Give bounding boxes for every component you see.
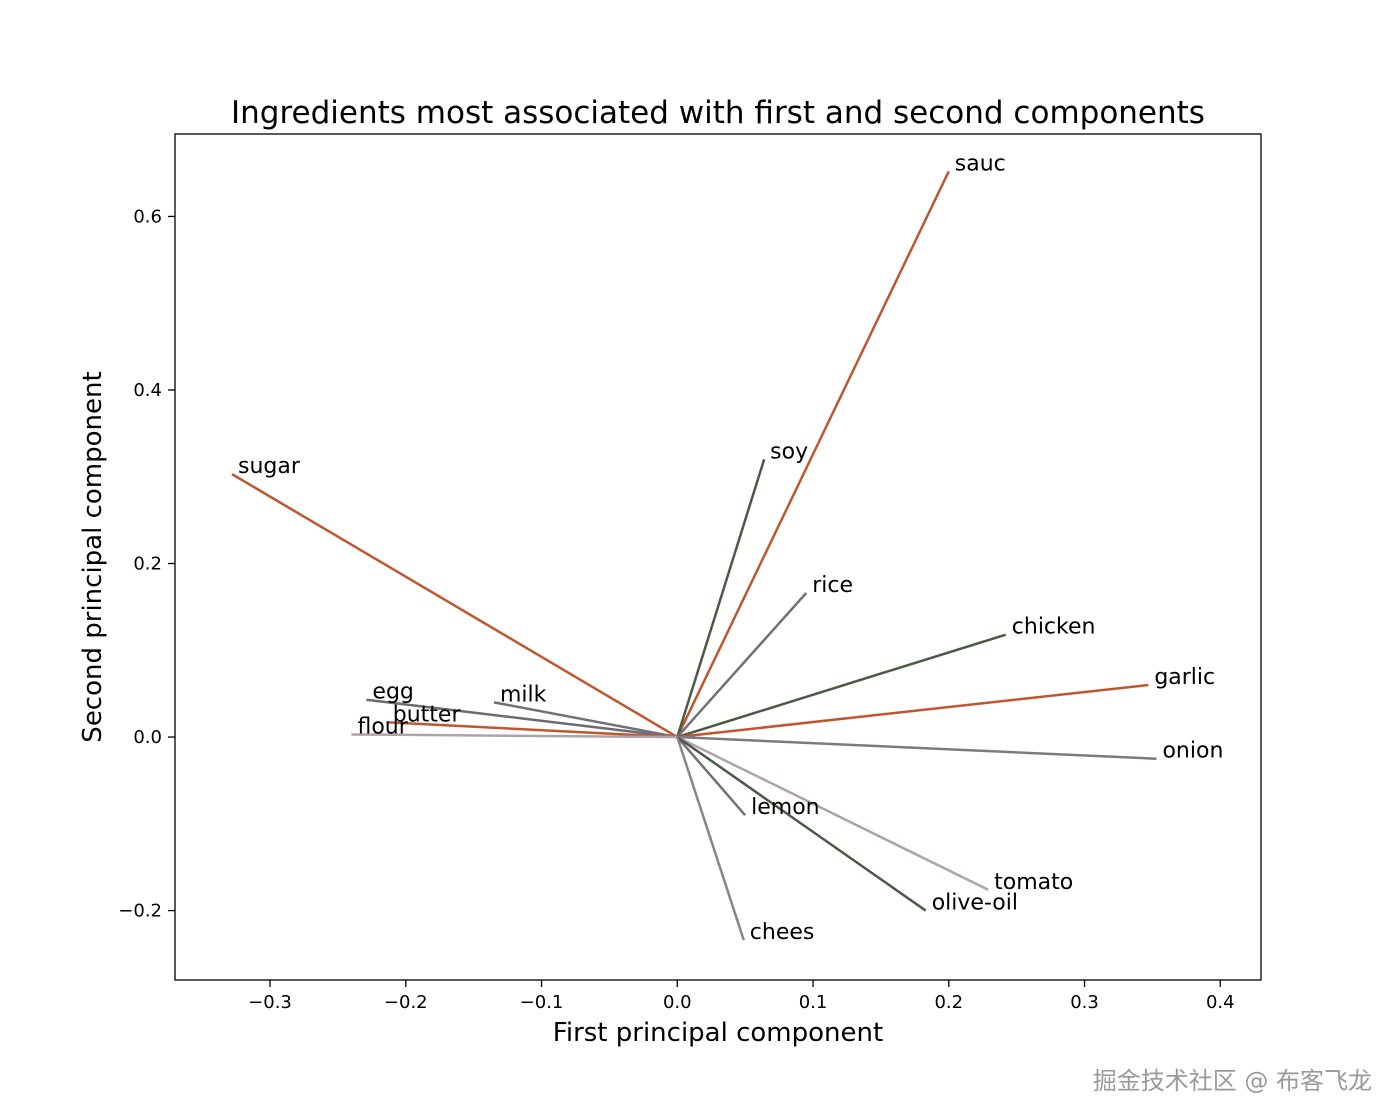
chart-title: Ingredients most associated with first a… bbox=[231, 95, 1205, 131]
vector-line-onion bbox=[677, 735, 1157, 760]
x-tick-label: −0.2 bbox=[384, 992, 428, 1013]
vector-line-garlic bbox=[677, 683, 1149, 739]
x-tick-label: 0.3 bbox=[1070, 992, 1099, 1013]
vector-label-sauc: sauc bbox=[955, 151, 1006, 176]
x-tick-label: −0.3 bbox=[248, 992, 292, 1013]
vector-label-tomato: tomato bbox=[994, 870, 1073, 895]
x-tick-label: 0.2 bbox=[934, 992, 963, 1013]
vector-label-egg: egg bbox=[372, 680, 413, 705]
x-tick-label: 0.4 bbox=[1206, 992, 1235, 1013]
y-tick-label: 0.2 bbox=[133, 554, 162, 575]
vector-label-chees: chees bbox=[750, 920, 815, 945]
y-axis-ticks: −0.2 0.0 0.2 0.4 0.6 bbox=[118, 206, 175, 922]
y-tick-label: 0.0 bbox=[133, 727, 162, 748]
vector-label-garlic: garlic bbox=[1154, 665, 1215, 690]
vector-line-chees bbox=[676, 736, 745, 941]
vector-line-milk bbox=[493, 701, 678, 739]
vector-label-soy: soy bbox=[770, 439, 808, 464]
plot-area-frame bbox=[174, 133, 1262, 981]
vector-line-rice bbox=[676, 592, 808, 738]
vector-label-rice: rice bbox=[812, 573, 853, 598]
y-tick-label: 0.4 bbox=[133, 380, 162, 401]
vector-label-milk: milk bbox=[500, 682, 547, 707]
vector-label-chicken: chicken bbox=[1012, 615, 1096, 640]
y-axis-label: Second principal component bbox=[78, 371, 108, 742]
y-tick-label: 0.6 bbox=[133, 206, 162, 227]
vector-label-onion: onion bbox=[1162, 739, 1223, 764]
vector-line-sugar bbox=[231, 473, 678, 739]
vector-line-olive-oil bbox=[676, 736, 927, 912]
x-tick-label: 0.1 bbox=[799, 992, 828, 1013]
vector-label-lemon: lemon bbox=[751, 795, 819, 820]
y-tick-label: −0.2 bbox=[118, 901, 162, 922]
vector-label-sugar: sugar bbox=[238, 454, 301, 479]
vector-line-butter bbox=[386, 721, 678, 739]
vector-label-butter: butter bbox=[393, 702, 462, 727]
vectors-layer bbox=[231, 170, 1157, 941]
vector-label-flour: flour bbox=[357, 714, 408, 739]
watermark-text: 掘金技术社区 @ 布客飞龙 bbox=[1092, 1067, 1372, 1095]
x-tick-label: −0.1 bbox=[520, 992, 564, 1013]
vector-line-chicken bbox=[676, 633, 1007, 739]
x-tick-label: 0.0 bbox=[663, 992, 692, 1013]
vector-line-tomato bbox=[676, 735, 989, 891]
vector-line-soy bbox=[676, 459, 766, 738]
vector-label-olive-oil: olive-oil bbox=[932, 891, 1018, 916]
x-axis-label: First principal component bbox=[553, 1018, 883, 1048]
vector-line-flour bbox=[351, 733, 678, 739]
x-axis-ticks: −0.3 −0.2 −0.1 0.0 0.1 0.2 0.3 0.4 bbox=[248, 980, 1235, 1013]
vector-line-egg bbox=[366, 698, 678, 739]
vector-line-sauc bbox=[676, 170, 950, 738]
vector-labels-layer: sauc soy sugar rice chicken garlic egg milk butt… bbox=[238, 151, 1223, 945]
vector-line-lemon bbox=[676, 736, 747, 816]
